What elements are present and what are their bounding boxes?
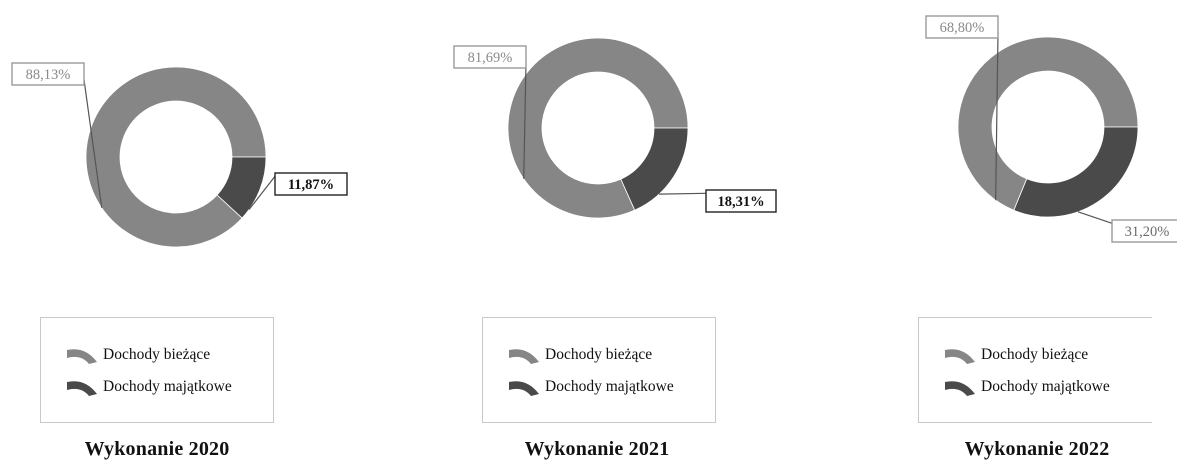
callout-leader-line bbox=[523, 62, 527, 179]
slice-capital-income bbox=[620, 127, 689, 211]
slice-current-income bbox=[957, 36, 1139, 211]
data-label-box bbox=[453, 45, 527, 69]
legend-label-capital: Dochody majątkowe bbox=[545, 378, 674, 395]
data-label-capital: 11,87% bbox=[288, 177, 334, 193]
data-label-current: 88,13% bbox=[26, 67, 71, 83]
data-label-box bbox=[274, 172, 348, 196]
legend: Dochody bieżące Dochody majątkowe bbox=[918, 317, 1152, 423]
donut-chart: 81,69% 18,31% bbox=[453, 37, 777, 219]
arc-swatch-icon bbox=[509, 349, 539, 364]
slice-current-income bbox=[85, 66, 267, 248]
legend-label-capital: Dochody majątkowe bbox=[981, 378, 1110, 395]
chart-panel-2021: 81,69% 18,31% Dochody bieżące Dochody maj… bbox=[440, 0, 800, 472]
legend-label-current: Dochody bieżące bbox=[981, 346, 1089, 363]
callout-leader-line bbox=[659, 192, 707, 195]
data-label-box bbox=[925, 15, 999, 39]
chart-panel-2022: 68,80% 31,20% Dochody bieżące Dochody maj… bbox=[880, 0, 1177, 472]
panel-title: Wykonanie 2021 bbox=[524, 438, 670, 460]
data-label-current: 68,80% bbox=[940, 20, 985, 36]
arc-swatch-icon bbox=[945, 381, 975, 396]
data-label-capital: 18,31% bbox=[717, 194, 764, 210]
data-label-box bbox=[1111, 219, 1177, 243]
callout-leader-line bbox=[995, 32, 999, 201]
legend: Dochody bieżące Dochody majątkowe bbox=[40, 317, 274, 423]
legend-item-capital: Dochody majątkowe bbox=[63, 376, 232, 398]
data-label-box bbox=[11, 62, 85, 86]
donut-chart: 88,13% 11,87% bbox=[11, 62, 348, 248]
panel-title: Wykonanie 2020 bbox=[84, 438, 230, 460]
legend-label-current: Dochody bieżące bbox=[103, 346, 211, 363]
slice-current-income bbox=[507, 37, 689, 219]
slice-capital-income bbox=[1013, 126, 1139, 218]
data-label-current: 81,69% bbox=[468, 50, 513, 66]
arc-swatch-icon bbox=[945, 349, 975, 364]
legend-label-current: Dochody bieżące bbox=[545, 346, 653, 363]
data-label-capital: 31,20% bbox=[1125, 224, 1170, 240]
legend-item-capital: Dochody majątkowe bbox=[505, 376, 674, 398]
arc-swatch-icon bbox=[67, 349, 97, 364]
slice-capital-income bbox=[216, 156, 267, 219]
chart-panel-2020: 88,13% 11,87% Dochody bieżące Dochody maj… bbox=[0, 0, 360, 472]
legend-label-capital: Dochody majątkowe bbox=[103, 378, 232, 395]
legend: Dochody bieżące Dochody majątkowe bbox=[482, 317, 716, 423]
legend-item-current: Dochody bieżące bbox=[505, 344, 652, 366]
callout-leader-line bbox=[83, 79, 103, 208]
legend-item-capital: Dochody majątkowe bbox=[941, 376, 1110, 398]
panel-title: Wykonanie 2022 bbox=[964, 438, 1110, 460]
legend-item-current: Dochody bieżące bbox=[63, 344, 210, 366]
data-label-box bbox=[705, 189, 777, 213]
arc-swatch-icon bbox=[509, 381, 539, 396]
donut-chart: 68,80% 31,20% bbox=[925, 15, 1177, 243]
legend-item-current: Dochody bieżące bbox=[941, 344, 1088, 366]
callout-leader-line bbox=[1077, 211, 1113, 224]
callout-leader-line bbox=[248, 175, 276, 210]
arc-swatch-icon bbox=[67, 381, 97, 396]
